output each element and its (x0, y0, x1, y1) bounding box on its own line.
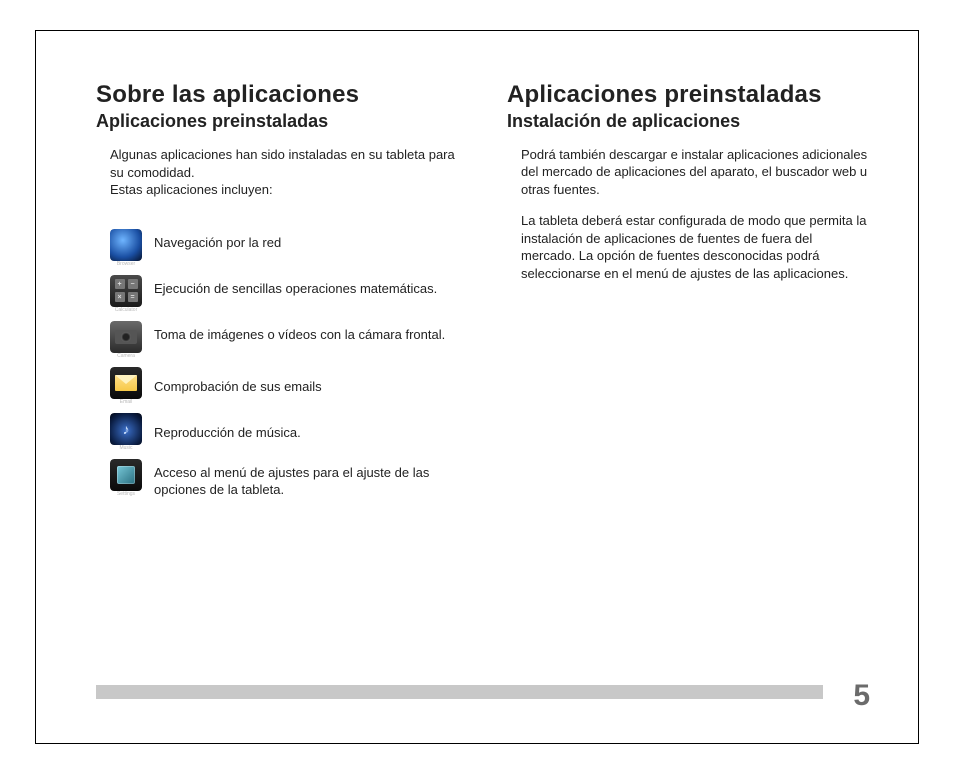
app-desc: Ejecución de sencillas operaciones matem… (154, 275, 457, 298)
camera-icon: Camera (110, 321, 142, 359)
browser-icon: Browser (110, 229, 142, 267)
right-para-2: La tableta deberá estar configurada de m… (507, 212, 868, 282)
left-subtitle: Aplicaciones preinstaladas (96, 111, 457, 132)
left-title: Sobre las aplicaciones (96, 81, 457, 109)
app-row-browser: Browser Navegación por la red (110, 229, 457, 267)
app-desc: Toma de imágenes o vídeos con la cámara … (154, 321, 457, 344)
email-icon: Email (110, 367, 142, 405)
page-frame: Sobre las aplicaciones Aplicaciones prei… (35, 30, 919, 744)
right-subtitle: Instalación de aplicaciones (507, 111, 868, 132)
left-column: Sobre las aplicaciones Aplicaciones prei… (96, 81, 457, 506)
manual-page: Sobre las aplicaciones Aplicaciones prei… (0, 0, 954, 764)
app-desc: Acceso al menú de ajustes para el ajuste… (154, 459, 457, 499)
settings-icon: Settings (110, 459, 142, 497)
preinstalled-apps-list: Browser Navegación por la red +−×= Calcu… (96, 229, 457, 499)
app-desc: Comprobación de sus emails (154, 367, 457, 396)
app-row-email: Email Comprobación de sus emails (110, 367, 457, 405)
footer-decorative-bar (96, 685, 823, 699)
music-icon: ♪ Music (110, 413, 142, 451)
app-desc: Reproducción de música. (154, 413, 457, 442)
right-column: Aplicaciones preinstaladas Instalación d… (507, 81, 868, 506)
app-desc: Navegación por la red (154, 229, 457, 252)
right-para-1: Podrá también descargar e instalar aplic… (507, 146, 868, 199)
left-intro: Algunas aplicaciones han sido instaladas… (96, 146, 457, 199)
right-title: Aplicaciones preinstaladas (507, 81, 868, 109)
two-column-layout: Sobre las aplicaciones Aplicaciones prei… (96, 81, 868, 506)
app-row-calculator: +−×= Calculator Ejecución de sencillas o… (110, 275, 457, 313)
calculator-icon: +−×= Calculator (110, 275, 142, 313)
app-row-settings: Settings Acceso al menú de ajustes para … (110, 459, 457, 499)
page-number: 5 (853, 679, 870, 713)
app-row-music: ♪ Music Reproducción de música. (110, 413, 457, 451)
app-row-camera: Camera Toma de imágenes o vídeos con la … (110, 321, 457, 359)
